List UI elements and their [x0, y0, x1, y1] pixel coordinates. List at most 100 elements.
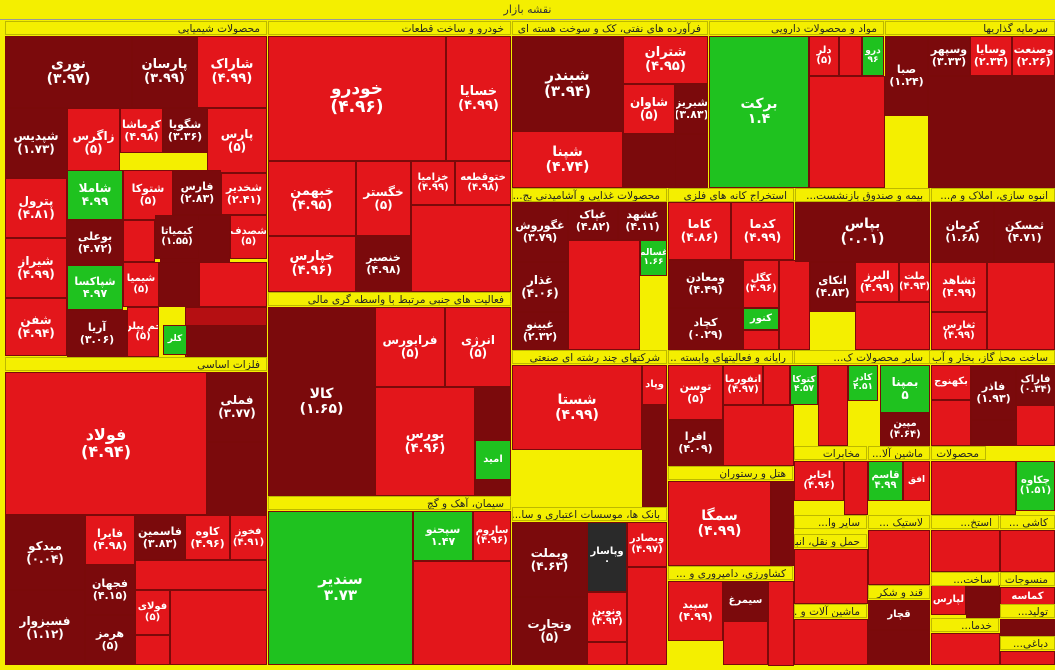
stock-tile[interactable]: صبا (۱.۲۴): [885, 36, 928, 116]
stock-tile[interactable]: وپاسار ۰: [587, 522, 627, 592]
stock-tile[interactable]: کرمان (۱.۶۸): [931, 202, 994, 262]
sector-header[interactable]: قند و شکر: [868, 585, 930, 599]
stock-tile[interactable]: فخوز (۴.۹۱): [230, 515, 267, 560]
stock-tile[interactable]: خپارس (۴.۹۶): [268, 236, 356, 292]
stock-tile[interactable]: فولاد (۴.۹۴): [5, 372, 207, 515]
stock-tile[interactable]: کیمیاتا (۱.۵۵): [155, 215, 199, 259]
stock-tile[interactable]: اخابر (۴.۹۶): [794, 461, 844, 501]
stock-tile[interactable]: شتوکا (۵): [123, 170, 173, 220]
stock-tile[interactable]: فاذر (۱.۹۳): [971, 365, 1016, 420]
sector-header[interactable]: محصولات غذایی و آشامیدنی بج...: [512, 188, 667, 202]
stock-tile[interactable]: البرز (۴.۹۹): [855, 262, 899, 302]
stock-tile[interactable]: شپدیس (۱.۷۳): [5, 108, 67, 178]
sector-header[interactable]: استخ...: [931, 515, 999, 529]
stock-tile[interactable]: فولای (۵): [135, 590, 170, 635]
stock-tile[interactable]: شصدف (۵): [230, 215, 267, 259]
stock-tile[interactable]: اتکای (۴.۸۳): [810, 262, 855, 312]
stock-tile[interactable]: کگل (۴.۹۶): [743, 260, 779, 308]
sector-header[interactable]: مواد و محصولات دارویی: [709, 21, 884, 35]
stock-tile[interactable]: مپین (۴.۶۴): [880, 413, 930, 446]
sector-header[interactable]: سیمان، آهک و گچ: [268, 496, 511, 510]
sector-header[interactable]: لاستیک ...: [868, 515, 930, 529]
stock-tile[interactable]: افق: [903, 461, 930, 501]
stock-tile[interactable]: شپاکسا ۴.۹۷: [67, 265, 123, 310]
stock-tile[interactable]: غپاک (۴.۸۲): [568, 202, 618, 240]
stock-tile[interactable]: کنور: [743, 308, 779, 330]
stock-tile[interactable]: وسپهر (۳.۳۳): [928, 36, 970, 76]
stock-tile[interactable]: فجهان (۴.۱۵): [85, 565, 135, 615]
stock-tile[interactable]: کرماشا (۴.۹۸): [120, 108, 163, 153]
stock-tile[interactable]: وتجارت (۵): [512, 597, 587, 665]
sector-header[interactable]: ساخت...: [931, 572, 999, 586]
sector-header[interactable]: بیمه و صندوق بازنشست...: [795, 188, 930, 202]
stock-tile[interactable]: کادر ۴.۵۱: [848, 365, 878, 401]
stock-tile[interactable]: چکاوه (۱.۵۱): [1016, 461, 1055, 511]
sector-header[interactable]: محصولات ...: [931, 446, 986, 460]
sector-header[interactable]: رایانه و فعالیتهای وابسته ...: [668, 350, 793, 364]
stock-tile[interactable]: ختوقطعه (۴.۹۸): [455, 161, 511, 205]
stock-tile[interactable]: بپاس (۰.۰۱): [795, 202, 930, 262]
sector-header[interactable]: استخراج کانه های فلزی: [668, 188, 794, 202]
sector-header[interactable]: فرآورده های نفتی، کک و سوخت هسته ای: [512, 21, 708, 35]
stock-tile[interactable]: بمپنا ۵: [880, 365, 930, 413]
stock-tile[interactable]: وصنعت (۲.۲۶): [1012, 36, 1055, 76]
stock-tile[interactable]: فایرا (۴.۹۸): [85, 515, 135, 565]
sector-header[interactable]: کاشی ...: [1000, 515, 1055, 529]
stock-tile[interactable]: شاراک (۴.۹۹): [197, 36, 267, 108]
stock-tile[interactable]: هرمز (۵): [85, 615, 135, 665]
stock-tile[interactable]: سپید (۴.۹۹): [668, 581, 723, 641]
stock-tile[interactable]: شگویا (۳.۳۶): [163, 108, 207, 153]
sector-header[interactable]: فعالیت های جنبی مرتبط با واسطه گری مالی: [268, 292, 511, 306]
stock-tile[interactable]: فارس (۲.۸۳): [173, 170, 221, 215]
stock-tile[interactable]: شبریز(۳.۸۳): [675, 84, 708, 134]
stock-tile[interactable]: پارسان (۳.۹۹): [132, 36, 197, 108]
stock-tile[interactable]: خودرو (۴.۹۶): [268, 36, 446, 161]
stock-tile[interactable]: سپحنو ۱.۴۷: [413, 511, 473, 561]
sector-header[interactable]: هتل و رستوران: [668, 466, 793, 480]
stock-tile[interactable]: درو ۹۶: [862, 36, 884, 76]
stock-tile[interactable]: غذار (۴.۰۶): [512, 262, 568, 312]
sector-header[interactable]: منسوجات: [1000, 572, 1055, 586]
sector-header[interactable]: ساخت محصو...: [1000, 350, 1055, 364]
sector-header[interactable]: سایر وا...: [794, 515, 867, 529]
stock-tile[interactable]: خبهمن (۴.۹۵): [268, 161, 356, 236]
stock-tile[interactable]: زاگرس (۵): [67, 108, 120, 178]
stock-tile[interactable]: کلر: [163, 325, 187, 355]
stock-tile[interactable]: پترول (۴.۸۱): [5, 178, 67, 238]
sector-header[interactable]: ماشین آلا...: [868, 446, 930, 460]
stock-tile[interactable]: ملت (۴.۹۳): [899, 262, 930, 302]
stock-tile[interactable]: غشهد (۴.۱۱): [618, 202, 667, 240]
stock-tile[interactable]: فرابورس (۵): [375, 307, 445, 387]
stock-tile[interactable]: پارس (۵): [207, 108, 267, 173]
stock-tile[interactable]: امید: [475, 440, 511, 480]
sector-header[interactable]: خدما...: [931, 618, 999, 632]
sector-header[interactable]: شرکتهای چند رشته ای صنعتی: [512, 350, 667, 364]
stock-tile[interactable]: شاملا ۴.۹۹: [67, 170, 123, 220]
stock-tile[interactable]: غگوروش (۳.۷۹): [512, 202, 568, 262]
stock-tile[interactable]: قچار: [868, 600, 930, 630]
stock-tile[interactable]: آریا (۳.۰۶): [67, 310, 127, 357]
stock-tile[interactable]: وبملت (۴.۶۳): [512, 522, 587, 597]
stock-tile[interactable]: فملی (۳.۷۷): [207, 372, 267, 442]
stock-tile[interactable]: شستا (۴.۹۹): [512, 365, 642, 450]
stock-tile[interactable]: لپارس: [931, 585, 966, 615]
stock-tile[interactable]: خگستر (۵): [356, 161, 411, 236]
stock-tile[interactable]: سیمرغ: [723, 581, 768, 621]
stock-tile[interactable]: غسالم ۱.۶۶: [640, 240, 667, 276]
stock-tile[interactable]: فسبزوار (۱.۱۲): [5, 590, 85, 665]
stock-tile[interactable]: خسایا (۴.۹۹): [446, 36, 511, 161]
stock-tile[interactable]: کالا (۱.۶۵): [268, 307, 375, 496]
stock-tile[interactable]: ثشاهد (۴.۹۹): [931, 262, 987, 312]
stock-tile[interactable]: فاراک (۰.۳۴): [1016, 365, 1055, 405]
stock-tile[interactable]: سندیر ۳.۷۳: [268, 511, 413, 665]
stock-tile[interactable]: کاما (۴.۸۶): [668, 202, 731, 260]
sector-header[interactable]: تولید...: [1000, 604, 1055, 618]
stock-tile[interactable]: قاسم ۴.۹۹: [868, 461, 903, 501]
sector-header[interactable]: سایر محصولات ک...: [794, 350, 930, 364]
stock-tile[interactable]: شبندر (۳.۹۴): [512, 36, 623, 131]
sector-header[interactable]: انبوه سازی، املاک و م...: [931, 188, 1055, 202]
stock-tile[interactable]: شفن (۴.۹۴): [5, 298, 67, 356]
sector-header[interactable]: ماشین آلات و ...: [794, 604, 867, 618]
sector-header[interactable]: محصولات شیمیایی: [5, 21, 267, 35]
stock-tile[interactable]: شپنا (۴.۷۴): [512, 131, 623, 188]
